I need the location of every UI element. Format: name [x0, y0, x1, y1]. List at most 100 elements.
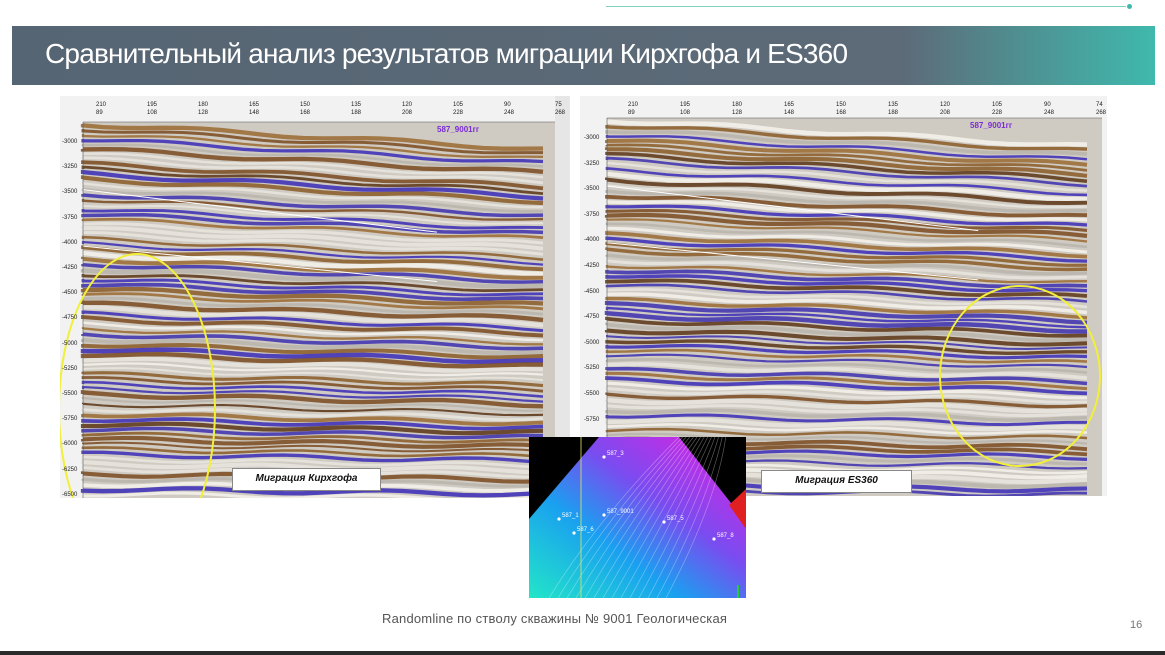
bottom-strip [0, 651, 1165, 655]
depth-tick-label: -3250 [584, 160, 600, 167]
depth-tick-label: -5500 [62, 391, 78, 397]
depth-tick-label: -3500 [584, 186, 600, 193]
il-tick-label: 195 [147, 102, 158, 108]
structure-map-inset: 587_3 587_1 587_9001 587_5 587_8 587_6 [529, 437, 746, 598]
depth-tick-label: -5250 [62, 365, 78, 372]
il-tick-label: 75 [555, 102, 562, 108]
depth-tick-label: -6500 [62, 491, 78, 498]
depth-tick-label: -4500 [62, 290, 78, 297]
xl-tick-label: 188 [888, 110, 899, 116]
il-tick-label: 120 [402, 102, 413, 108]
il-tick-label: 120 [940, 102, 951, 108]
highlight-ellipse [60, 253, 216, 498]
il-tick-label: 135 [351, 102, 362, 108]
contour-line [584, 437, 694, 598]
seismic-panel-kirchhoff: -3000 -3250 -3500 -3750 -4000 -4250 -4500 -4750… [60, 96, 570, 498]
depth-tick-label: -3750 [62, 214, 78, 221]
xl-tick-label: 188 [351, 110, 362, 116]
xl-tick-label: 89 [96, 110, 103, 116]
well-marker [712, 537, 716, 541]
il-tick-label: 90 [504, 102, 511, 108]
well-map-label: 587_8 [717, 533, 734, 539]
decorative-line [606, 6, 1126, 7]
highlight-ellipse [939, 285, 1101, 467]
depth-tick-label: -5000 [62, 340, 78, 347]
xl-tick-label: 128 [732, 110, 743, 116]
il-tick-label: 180 [198, 102, 209, 108]
xl-tick-label: 268 [1096, 110, 1107, 116]
xl-tick-label: 208 [940, 110, 951, 116]
xl-tick-label: 168 [836, 110, 847, 116]
depth-tick-label: -4250 [62, 265, 78, 271]
contour-line [656, 437, 723, 598]
structure-map: 587_3 587_1 587_9001 587_5 587_8 587_6 [529, 437, 746, 598]
il-tick-label: 150 [836, 102, 847, 108]
well-marker [557, 517, 561, 521]
well-map-label: 587_1 [562, 513, 579, 519]
il-tick-label: 74 [1096, 102, 1103, 108]
depth-tick-label: -6250 [62, 466, 78, 473]
well-marker [602, 455, 606, 459]
page-number: 16 [1130, 619, 1143, 631]
well-marker [572, 531, 576, 535]
il-tick-label: 90 [1044, 102, 1051, 108]
xl-tick-label: 248 [504, 110, 515, 116]
contour-line [593, 437, 698, 598]
depth-tick-label: -3000 [62, 139, 78, 145]
contour-line [575, 437, 691, 598]
slide-title: Сравнительный анализ результатов миграци… [45, 38, 848, 69]
depth-tick-label: -4000 [584, 237, 600, 244]
seismic-panel-es360: -3000 -3250 -3500 -3750 -4000 -4250 -4500 -4750… [580, 96, 1107, 496]
contour-line [602, 437, 701, 598]
contour-line [629, 437, 712, 598]
depth-tick-label: -5250 [584, 365, 600, 372]
well-map-label: 587_3 [607, 451, 624, 457]
il-tick-label: 195 [680, 102, 691, 108]
depth-tick-label: -3500 [62, 189, 78, 196]
depth-tick-label: -4250 [584, 263, 600, 269]
xl-tick-label: 248 [1044, 110, 1055, 116]
depth-tick-label: -3000 [584, 135, 600, 141]
well-label: 587_9001гг [437, 125, 480, 134]
depth-tick-label: -5750 [62, 416, 78, 423]
contour-line [557, 437, 683, 598]
il-tick-label: 165 [249, 102, 260, 108]
contour-line [647, 437, 719, 598]
seismic-section-kirchhoff [60, 96, 570, 498]
il-tick-label: 165 [784, 102, 795, 108]
xl-tick-label: 89 [628, 110, 635, 116]
depth-tick-label: -5000 [584, 339, 600, 346]
depth-tick-label: -6000 [62, 441, 78, 448]
contour-line [665, 437, 727, 598]
depth-tick-label: -4000 [62, 239, 78, 246]
contour-line [611, 437, 705, 598]
depth-tick-label: -5750 [584, 416, 600, 423]
label-es360: Миграция ES360 [761, 470, 912, 493]
il-tick-label: 180 [732, 102, 743, 108]
decorative-dot [1127, 4, 1132, 9]
depth-tick-label: -4750 [584, 314, 600, 321]
label-kirchhoff: Миграция Кирхгофа [232, 468, 381, 491]
slide-caption: Randomline по стволу скважины № 9001 Гео… [382, 611, 728, 626]
xl-tick-label: 108 [680, 110, 691, 116]
xl-tick-label: 228 [992, 110, 1003, 116]
il-tick-label: 105 [992, 102, 1003, 108]
il-tick-label: 135 [888, 102, 899, 108]
depth-tick-label: -5500 [584, 391, 600, 397]
il-tick-label: 105 [453, 102, 464, 108]
well-map-label: 587_6 [577, 527, 594, 533]
depth-tick-label: -4750 [62, 315, 78, 322]
depth-tick-label: -4500 [584, 288, 600, 295]
well-label: 587_9001гг [970, 121, 1013, 130]
xl-tick-label: 128 [198, 110, 209, 116]
depth-tick-label: -3250 [62, 164, 78, 171]
il-tick-label: 150 [300, 102, 311, 108]
xl-tick-label: 268 [555, 110, 566, 116]
well-map-label: 587_5 [667, 516, 684, 522]
xl-tick-label: 168 [300, 110, 311, 116]
xl-tick-label: 208 [402, 110, 413, 116]
contour-line [638, 437, 716, 598]
contour-line [620, 437, 709, 598]
well-map-label: 587_9001 [607, 509, 634, 515]
contour-line [566, 437, 687, 598]
